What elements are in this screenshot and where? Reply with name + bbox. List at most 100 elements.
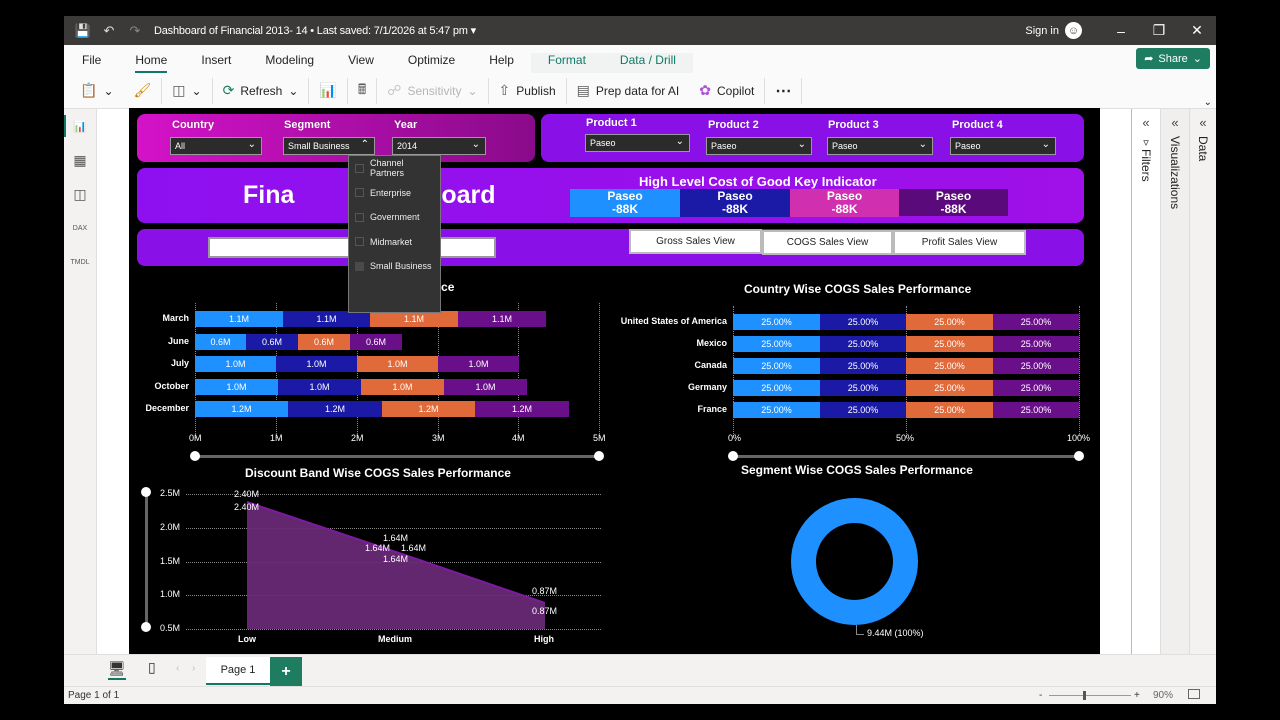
slider-handle-bottom[interactable] [141, 622, 151, 632]
bar-segment[interactable]: 25.00% [820, 380, 906, 396]
slider-handle-left[interactable] [190, 451, 200, 461]
tab-help[interactable]: Help [489, 53, 514, 67]
bar-segment[interactable]: 25.00% [733, 358, 820, 374]
sign-in-link[interactable]: Sign in [1025, 24, 1059, 37]
country-dropdown[interactable]: All ⌄ [170, 137, 262, 155]
zoom-out-button[interactable]: - [1039, 690, 1043, 701]
bar-segment[interactable]: 25.00% [993, 314, 1079, 330]
segment-donut-chart[interactable]: Segment Wise COGS Sales Performance 9.44… [609, 463, 1100, 654]
bar-segment[interactable]: 25.00% [993, 380, 1079, 396]
next-page-icon[interactable]: › [192, 663, 196, 674]
bar-segment[interactable]: 1.0M [276, 356, 357, 372]
checkbox[interactable] [355, 237, 364, 247]
account-icon[interactable]: ☺ [1065, 22, 1082, 39]
bar-segment[interactable]: 0.6M [195, 334, 246, 350]
minimize-button[interactable]: – [1117, 22, 1125, 39]
bar-segment[interactable]: 0.6M [246, 334, 298, 350]
refresh-button[interactable]: ⟳ Refresh ⌄ [222, 82, 299, 98]
bar-segment[interactable]: 25.00% [733, 336, 820, 352]
slider-handle-left[interactable] [728, 451, 738, 461]
report-view-icon[interactable]: 📊 [64, 109, 96, 143]
model-view-icon[interactable]: ◫ [73, 185, 87, 202]
segment-option-selected[interactable]: Small Business [349, 254, 440, 279]
zoom-level[interactable]: 90% [1153, 690, 1174, 701]
bar-segment[interactable]: 25.00% [820, 358, 906, 374]
area-series[interactable] [129, 463, 609, 654]
year-dropdown[interactable]: 2014 ⌄ [392, 137, 486, 155]
bar-segment[interactable]: 1.2M [288, 401, 382, 417]
data-pane[interactable]: « Data [1189, 109, 1216, 669]
visualizations-pane[interactable]: « Visualizations [1160, 109, 1189, 669]
segment-option[interactable]: Channel Partners [349, 156, 440, 181]
window-title[interactable]: Dashboard of Financial 2013- 14 • Last s… [154, 25, 476, 37]
donut-slice[interactable] [791, 498, 918, 625]
bar-segment[interactable]: 25.00% [733, 314, 820, 330]
bar-segment[interactable]: 25.00% [820, 402, 906, 418]
bar-segment[interactable]: 1.0M [444, 379, 527, 395]
bar-segment[interactable]: 1.0M [438, 356, 519, 372]
bar-segment[interactable]: 25.00% [820, 314, 906, 330]
bar-segment[interactable]: 1.0M [357, 356, 438, 372]
new-measure-button[interactable]: 🖩 [348, 78, 376, 104]
y-axis-zoom-slider[interactable] [141, 487, 151, 632]
bar-segment[interactable]: 1.1M [370, 311, 458, 327]
bar-segment[interactable]: 25.00% [906, 380, 993, 396]
tab-format[interactable]: Format [530, 53, 603, 73]
product-1-dropdown[interactable]: Paseo ⌄ [585, 134, 690, 152]
tab-modeling[interactable]: Modeling [265, 53, 315, 67]
slider-handle-right[interactable] [1074, 451, 1084, 461]
segment-option[interactable]: Government [349, 205, 440, 230]
table-view-icon[interactable]: ▦ [73, 151, 87, 168]
share-button[interactable]: ➦ Share ⌄ [1136, 48, 1210, 69]
format-painter-button[interactable]: 🖌 [124, 78, 162, 104]
slider-handle-right[interactable] [594, 451, 604, 461]
bar-segment[interactable]: 25.00% [993, 358, 1079, 374]
bar-segment[interactable]: 0.6M [350, 334, 402, 350]
get-data-button[interactable]: ◫ ⌄ [162, 78, 211, 104]
tab-data-drill[interactable]: Data / Drill [602, 53, 693, 73]
dax-query-view-icon[interactable]: DAX [72, 224, 88, 232]
tab-view[interactable]: View [348, 53, 374, 67]
segment-option[interactable]: Enterprise [349, 181, 440, 206]
checkbox[interactable] [355, 188, 364, 198]
bar-segment[interactable]: 1.0M [361, 379, 444, 395]
bar-segment[interactable]: 25.00% [906, 358, 993, 374]
expand-filters-icon[interactable]: « [1142, 115, 1150, 130]
bar-segment[interactable]: 25.00% [993, 402, 1079, 418]
prep-data-ai-button[interactable]: ▤ Prep data for AI [576, 82, 680, 98]
bar-segment[interactable]: 1.2M [382, 401, 475, 417]
tab-optimize[interactable]: Optimize [407, 53, 456, 67]
desktop-layout-icon[interactable]: 🖥 [108, 660, 126, 680]
bar-segment[interactable]: 1.0M [195, 379, 278, 395]
gross-sales-view-button[interactable]: Gross Sales View [629, 229, 762, 254]
bar-segment[interactable]: 25.00% [733, 380, 820, 396]
bar-segment[interactable]: 25.00% [906, 336, 993, 352]
bar-segment[interactable]: 1.2M [195, 401, 288, 417]
add-page-button[interactable]: + [270, 657, 302, 687]
segment-dropdown[interactable]: Small Business ⌃ [283, 137, 375, 155]
checkbox[interactable] [355, 212, 364, 222]
tab-file[interactable]: File [82, 53, 102, 67]
new-visual-button[interactable]: 📊 [309, 78, 346, 104]
product-2-dropdown[interactable]: Paseo ⌄ [706, 137, 812, 155]
more-options-button[interactable]: ⋯ [775, 82, 792, 100]
product-3-dropdown[interactable]: Paseo ⌄ [827, 137, 933, 155]
bar-segment[interactable]: 0.6M [298, 334, 350, 350]
sensitivity-button[interactable]: ☍ Sensitivity ⌄ [387, 82, 478, 98]
bar-segment[interactable]: 25.00% [993, 336, 1079, 352]
bar-segment[interactable]: 1.0M [195, 356, 276, 372]
checkbox[interactable] [355, 163, 364, 173]
close-button[interactable]: ✕ [1191, 22, 1203, 38]
tmdl-view-icon[interactable]: TMDL [70, 258, 90, 266]
tab-home[interactable]: Home [118, 53, 184, 73]
restore-button[interactable]: ❐ [1152, 22, 1166, 38]
discount-band-chart[interactable]: Discount Band Wise COGS Sales Performanc… [129, 463, 609, 654]
segment-option[interactable]: Midmarket [349, 230, 440, 255]
x-axis-zoom-slider[interactable] [190, 451, 604, 461]
publish-button[interactable]: ⇧ Publish [498, 82, 556, 98]
bar-segment[interactable]: 25.00% [820, 336, 906, 352]
zoom-slider[interactable] [1049, 691, 1131, 700]
cogs-sales-view-button[interactable]: COGS Sales View [762, 230, 893, 255]
tab-insert[interactable]: Insert [201, 53, 232, 67]
country-cogs-chart[interactable]: Country Wise COGS Sales Performance Unit… [609, 278, 1100, 468]
